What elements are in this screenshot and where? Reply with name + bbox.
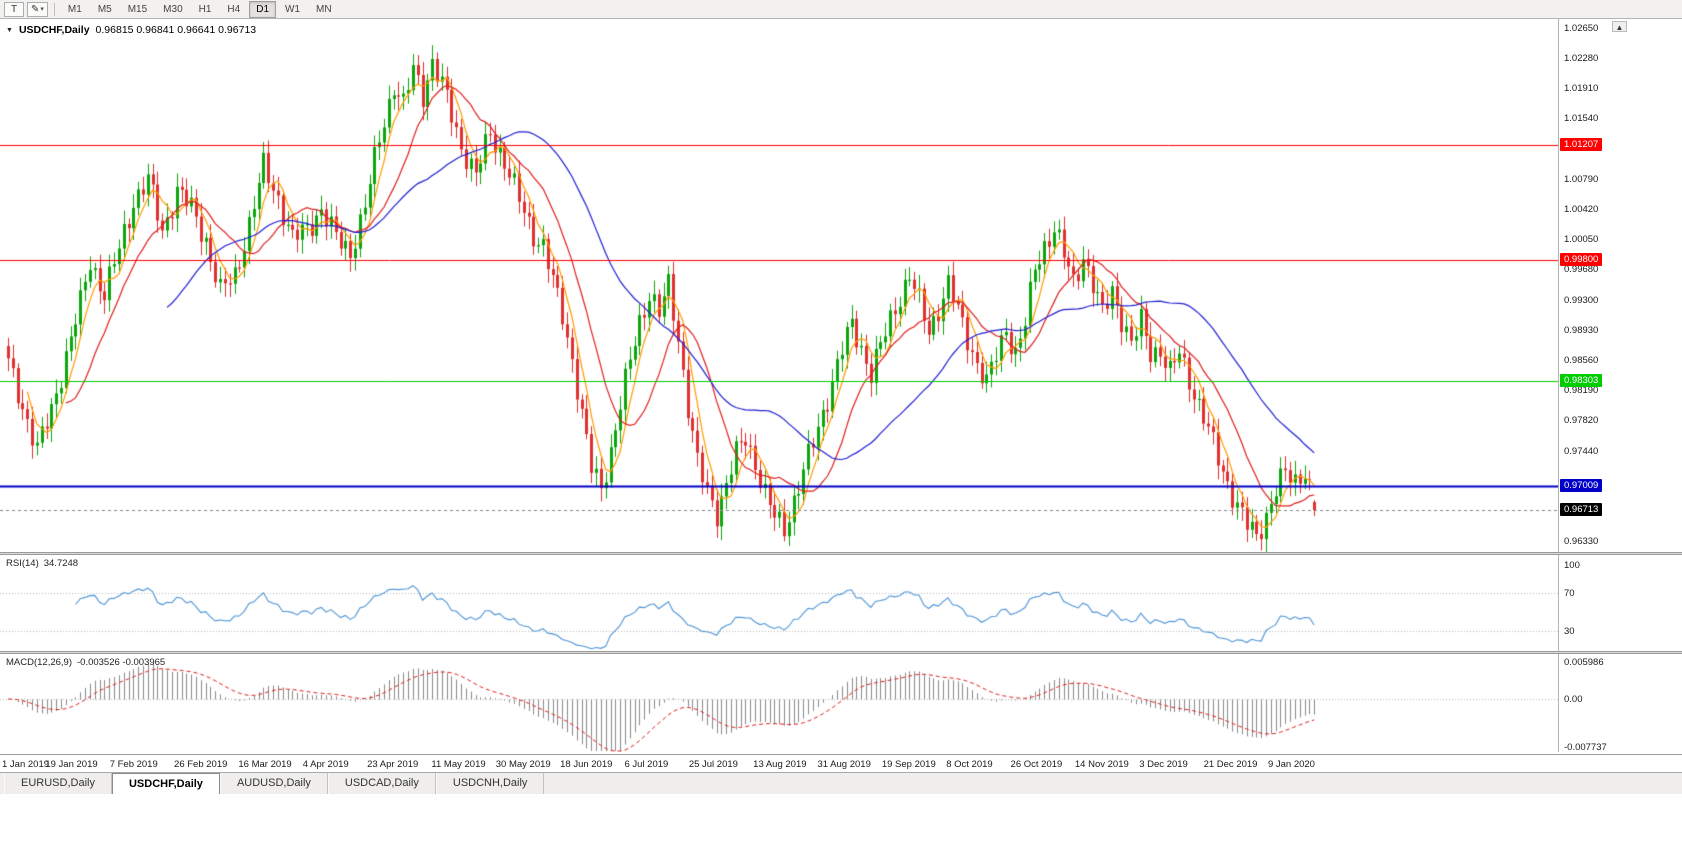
macd-tick-label: 0.005986 [1564, 656, 1604, 668]
price-chart-canvas[interactable] [0, 19, 1558, 552]
timeframe-button-group: M1 M5 M15 M30 H1 H4 D1 W1 MN [61, 0, 339, 19]
date-tick-label: 30 May 2019 [495, 759, 551, 770]
macd-axis[interactable]: 0.005986 0.00 -0.007737 [1558, 654, 1682, 753]
date-tick-label: 19 Sep 2019 [881, 759, 936, 770]
rsi-tick-label: 70 [1564, 588, 1575, 600]
top-toolbar: T ✎ ▾ M1 M5 M15 M30 H1 H4 D1 W1 MN [0, 0, 1682, 19]
chart-ohlc-values: 0.96815 0.96841 0.96641 0.96713 [95, 24, 257, 36]
date-tick-label: 26 Feb 2019 [174, 759, 228, 770]
price-line-label: 0.96713 [1560, 503, 1603, 517]
panel-splitter-macd[interactable] [0, 651, 1682, 654]
timeframe-button-h1[interactable]: H1 [198, 3, 212, 15]
chart-tab-usdcnh[interactable]: USDCNH,Daily [435, 773, 545, 794]
price-tick-label: 1.01910 [1564, 83, 1599, 95]
price-tick-label: 0.99300 [1564, 295, 1599, 307]
date-tick-label: 13 Aug 2019 [753, 759, 807, 770]
date-tick-label: 6 Jul 2019 [624, 759, 669, 770]
date-tick-label: 31 Aug 2019 [817, 759, 871, 770]
date-tick-label: 14 Nov 2019 [1074, 759, 1129, 770]
timeframe-button-m1[interactable]: M1 [67, 3, 82, 15]
price-tick-label: 1.00790 [1564, 174, 1599, 186]
rsi-value: 34.7248 [43, 558, 79, 569]
date-tick-label: 21 Dec 2019 [1203, 759, 1258, 770]
price-tick-label: 0.97820 [1564, 415, 1599, 427]
date-tick-label: 9 Jan 2020 [1267, 759, 1315, 770]
macd-tick-label: 0.00 [1564, 694, 1583, 705]
macd-label: MACD(12,26,9) -0.003526 -0.003965 [6, 657, 165, 668]
rsi-name: RSI(14) [6, 558, 39, 569]
date-tick-label: 25 Jul 2019 [688, 759, 738, 770]
price-tick-label: 1.00420 [1564, 204, 1599, 216]
macd-indicator-canvas[interactable] [0, 654, 1558, 752]
macd-tick-label: -0.007737 [1564, 741, 1607, 753]
rsi-tick-label: 30 [1564, 625, 1575, 637]
date-tick-label: 8 Oct 2019 [946, 759, 993, 770]
price-tick-label: 1.02280 [1564, 53, 1599, 64]
text-tool-button[interactable]: T [4, 1, 24, 17]
chart-tab-usdcad[interactable]: USDCAD,Daily [327, 773, 436, 794]
date-tick-label: 7 Feb 2019 [109, 759, 158, 770]
price-tick-label: 1.02650 [1564, 22, 1599, 34]
panel-splitter-rsi[interactable] [0, 552, 1682, 555]
macd-values: -0.003526 -0.003965 [77, 657, 166, 668]
price-tick-label: 0.98190 [1564, 385, 1599, 397]
date-tick-label: 19 Jan 2019 [45, 759, 98, 770]
chevron-down-icon: ▾ [40, 6, 44, 13]
date-tick-label: 23 Apr 2019 [367, 759, 419, 770]
date-tick-label: 11 May 2019 [431, 759, 486, 770]
timeframe-button-m30[interactable]: M30 [163, 3, 183, 15]
price-line-label: 0.97009 [1560, 479, 1603, 493]
macd-name: MACD(12,26,9) [6, 657, 72, 668]
price-tick-label: 0.97440 [1564, 446, 1599, 458]
price-line-label: 0.99800 [1560, 252, 1603, 266]
rsi-axis[interactable]: 100 70 30 [1558, 555, 1682, 651]
chart-tab-usdchf[interactable]: USDCHF,Daily [111, 773, 220, 794]
date-axis[interactable]: 1 Jan 2019 19 Jan 2019 7 Feb 2019 26 Feb 20… [0, 754, 1682, 772]
chart-symbol-label: USDCHF,Daily [18, 24, 90, 36]
price-line-label: 1.01207 [1560, 138, 1603, 152]
chart-tab-eurusd[interactable]: EURUSD,Daily [4, 773, 112, 794]
price-axis[interactable]: 1.02650 1.02280 1.01910 1.01540 1.00790 1.004… [1558, 19, 1682, 552]
date-tick-label: 3 Dec 2019 [1139, 759, 1188, 770]
date-tick-label: 18 Jun 2019 [560, 759, 613, 770]
date-tick-label: 1 Jan 2019 [2, 759, 50, 770]
timeframe-button-m5[interactable]: M5 [97, 3, 112, 15]
price-tick-label: 0.99680 [1564, 264, 1599, 276]
timeframe-button-w1[interactable]: W1 [285, 3, 301, 15]
toolbar-separator [53, 2, 55, 16]
date-tick-label: 16 Mar 2019 [238, 759, 292, 770]
pencil-icon: ✎ [31, 3, 40, 15]
draw-tool-button[interactable]: ✎ ▾ [27, 1, 48, 17]
timeframe-button-mn[interactable]: MN [316, 3, 332, 15]
chart-menu-icon[interactable]: ▼ [6, 26, 13, 34]
price-line-label: 0.98303 [1560, 374, 1603, 388]
chart-tab-bar: EURUSD,Daily USDCHF,Daily AUDUSD,Daily USDC… [0, 772, 1682, 794]
price-tick-label: 0.96330 [1564, 536, 1599, 548]
price-tick-label: 0.98560 [1564, 355, 1599, 367]
date-tick-label: 26 Oct 2019 [1010, 759, 1063, 770]
price-tick-label: 1.00050 [1564, 234, 1599, 246]
rsi-label: RSI(14) 34.7248 [6, 558, 78, 569]
rsi-indicator-canvas[interactable] [0, 555, 1558, 651]
chart-tab-audusd[interactable]: AUDUSD,Daily [219, 773, 328, 794]
chart-title: ▼ USDCHF,Daily 0.96815 0.96841 0.96641 0… [6, 24, 256, 36]
timeframe-button-h4[interactable]: H4 [227, 3, 241, 15]
timeframe-button-m15[interactable]: M15 [127, 3, 148, 15]
date-tick-label: 4 Apr 2019 [302, 759, 349, 770]
scroll-up-icon[interactable]: ▲ [1612, 21, 1627, 32]
rsi-tick-label: 100 [1564, 560, 1580, 571]
bottom-filler [0, 794, 1682, 850]
timeframe-button-d1[interactable]: D1 [249, 0, 277, 18]
price-tick-label: 0.98930 [1564, 325, 1599, 337]
price-tick-label: 1.01540 [1564, 113, 1599, 125]
